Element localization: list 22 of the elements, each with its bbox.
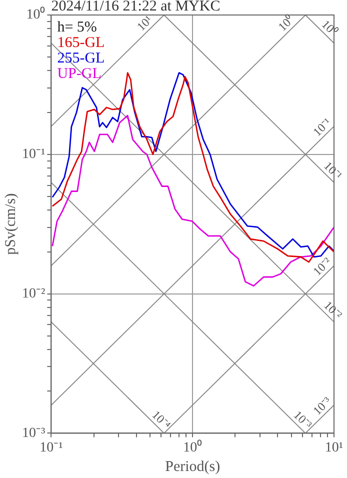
chart-title: 2024/11/16 21:22 at MYKC (51, 0, 220, 14)
annotation: 10⁻² (310, 254, 334, 278)
annotation: 10⁻² (321, 298, 346, 322)
x-tick-label: 10¹ (324, 440, 344, 456)
y-axis-title: pSv(cm/s) (2, 193, 19, 255)
x-axis-title: Period(s) (165, 458, 220, 475)
text: UP-GL (57, 66, 102, 82)
annotation: 10⁻¹ (321, 158, 346, 183)
series-label: 255-GL (57, 50, 105, 66)
y-tick-label: 10⁻² (22, 286, 46, 302)
y-tick-label: 10⁻¹ (22, 147, 46, 162)
annotation: 10¹ (134, 12, 156, 34)
annotation: 10⁻¹ (310, 115, 334, 140)
annotation: 10⁰ (275, 12, 297, 34)
legend-title: h= 5% (57, 19, 97, 36)
annotation: 10⁰ (318, 17, 340, 38)
annotation: 10⁻⁴ (149, 408, 174, 432)
y-tick-label: 10⁰ (26, 6, 46, 23)
x-tick-label: 10⁰ (183, 439, 202, 456)
x-tick-label: 10⁻¹ (40, 440, 63, 456)
text: 165-GL (57, 34, 105, 51)
y-tick-label: 10⁻³ (22, 426, 46, 441)
